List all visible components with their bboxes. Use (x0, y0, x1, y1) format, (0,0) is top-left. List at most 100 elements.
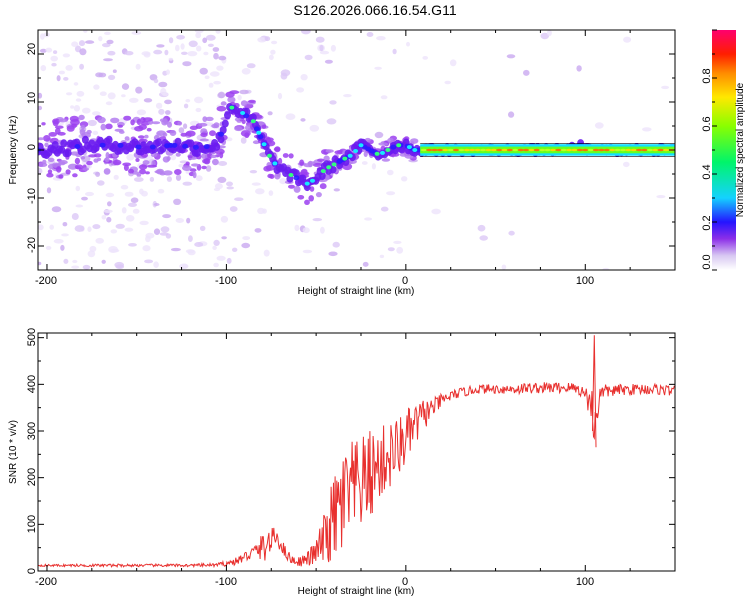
spectrogram-noise-blob (71, 265, 80, 269)
spectrogram-signal-blob (387, 137, 394, 144)
spectrogram-noise-blob (135, 86, 143, 94)
spectrogram-ridge-blob (213, 142, 221, 151)
spectrogram-noise-blob (112, 69, 117, 73)
spectrogram-noise-blob (158, 81, 168, 88)
spectrogram-peak-blob (512, 148, 519, 152)
spectrogram-noise-blob (213, 80, 221, 85)
snr-xtick-label: 100 (576, 576, 594, 588)
spectrogram-peak-blob (517, 148, 524, 152)
spectrogram-noise-blob (214, 183, 223, 190)
spectrogram-noise-blob (129, 97, 139, 103)
spectrogram-noise-blob (234, 197, 244, 201)
spectrogram-ridge-blob (182, 143, 189, 149)
spectrogram-signal-blob (191, 163, 200, 167)
spectrogram-peak-blob (523, 148, 530, 152)
spectrogram-peak-blob (566, 148, 573, 152)
spectrogram-noise-blob (66, 92, 73, 96)
spectrogram-noise-blob (141, 51, 151, 56)
spectrogram-noise-blob (268, 190, 274, 196)
spectrogram-noise-blob (115, 223, 125, 229)
spectrogram-noise-blob (120, 184, 129, 190)
spectrogram-noise-blob (106, 39, 114, 45)
spectrogram-noise-blob (65, 65, 73, 71)
spectrogram-noise-blob (208, 82, 214, 88)
spectrogram-noise-blob (95, 171, 101, 177)
spectrogram-noise-blob (254, 188, 265, 195)
spectrogram-noise-blob (188, 235, 193, 243)
spectrogram-peak-blob (485, 148, 492, 152)
spectrogram-signal-blob (274, 172, 281, 180)
spectrogram-noise-blob (269, 54, 274, 61)
spectrogram-ytick-label: 10 (26, 92, 38, 104)
spectrogram-peak-blob (550, 148, 556, 152)
spectrogram-signal-blob (309, 186, 315, 192)
spectrogram-noise-blob (153, 261, 159, 269)
spectrogram-signal-blob (82, 167, 90, 171)
spectrogram-noise-blob (285, 113, 296, 120)
spectrogram-ridge-blob (218, 131, 224, 137)
spectrogram-noise-blob (194, 242, 204, 247)
spectrogram-signal-blob (180, 132, 188, 137)
snr-ytick-label: 300 (26, 422, 38, 440)
spectrogram-noise-blob (139, 220, 149, 226)
spectrogram-noise-blob (186, 217, 191, 224)
spectrogram-noise-blob (75, 98, 82, 102)
spectrogram-noise-blob (506, 54, 516, 59)
colorbar-tick-label: 0.4 (701, 164, 713, 179)
spectrogram-noise-blob (46, 187, 52, 194)
spectrogram-noise-blob (302, 227, 310, 234)
spectrogram-signal-blob (225, 91, 235, 98)
spectrogram-peak-blob (614, 148, 621, 152)
spectrogram-noise-blob (330, 44, 336, 52)
spectrogram-noise-blob (178, 163, 184, 168)
spectrogram-noise-blob (105, 101, 113, 106)
spectrogram-signal-blob (74, 157, 80, 165)
spectrogram-signal-blob (200, 132, 208, 138)
spectrogram-noise-blob (271, 40, 278, 45)
spectrogram-signal-blob (167, 121, 172, 128)
spectrogram-noise-blob (213, 52, 219, 60)
spectrogram-noise-blob (642, 127, 652, 132)
spectrogram-signal-blob (117, 124, 124, 128)
spectrogram-noise-blob (392, 48, 397, 55)
spectrogram-noise-blob (242, 236, 251, 241)
spectrogram-noise-blob (362, 261, 369, 267)
spectrogram-peak-blob (528, 148, 535, 152)
spectrogram-hot-blob (250, 119, 256, 124)
spectrogram-signal-blob (146, 127, 152, 132)
spectrogram-ridge-blob (64, 149, 72, 158)
spectrogram-noise-blob (75, 204, 84, 208)
spectrogram-noise-blob (87, 119, 97, 127)
spectrogram-noise-blob (296, 87, 305, 93)
spectrogram-noise-blob (164, 99, 172, 105)
spectrogram-peak-blob (426, 148, 433, 152)
spectrogram-signal-blob (240, 130, 251, 137)
spectrogram-peak-blob (582, 148, 589, 152)
spectrogram-signal-blob (80, 156, 86, 160)
spectrogram-noise-blob (101, 259, 106, 264)
spectrogram-signal-blob (378, 142, 389, 146)
spectrogram-peak-blob (436, 148, 443, 152)
colorbar-gradient (712, 30, 736, 270)
spectrogram-signal-blob (139, 168, 146, 175)
spectrogram-noise-blob (240, 137, 247, 144)
spectrogram-signal-blob (136, 118, 142, 125)
spectrogram-noise-blob (102, 43, 111, 48)
spectrogram-noise-blob (153, 78, 159, 84)
spectrogram-signal-blob (317, 158, 325, 162)
spectrogram-noise-blob (277, 92, 283, 100)
spectrogram-noise-blob (61, 233, 69, 237)
spectrogram-noise-blob (156, 44, 165, 48)
spectrogram-noise-blob (479, 235, 489, 241)
spectrogram-signal-blob (135, 158, 140, 162)
spectrogram-ridge-blob (155, 138, 163, 147)
snr-xlabel: Height of straight line (km) (298, 586, 415, 597)
colorbar-tick-label: 0.6 (701, 116, 713, 131)
spectrogram-ridge-blob (105, 135, 113, 144)
spectrogram-signal-blob (234, 117, 241, 122)
spectrogram-heatmap (38, 30, 675, 270)
spectrogram-noise-blob (85, 40, 95, 44)
spectrogram-noise-blob (217, 161, 228, 166)
spectrogram-noise-blob (195, 175, 203, 182)
spectrogram-signal-blob (248, 99, 256, 103)
